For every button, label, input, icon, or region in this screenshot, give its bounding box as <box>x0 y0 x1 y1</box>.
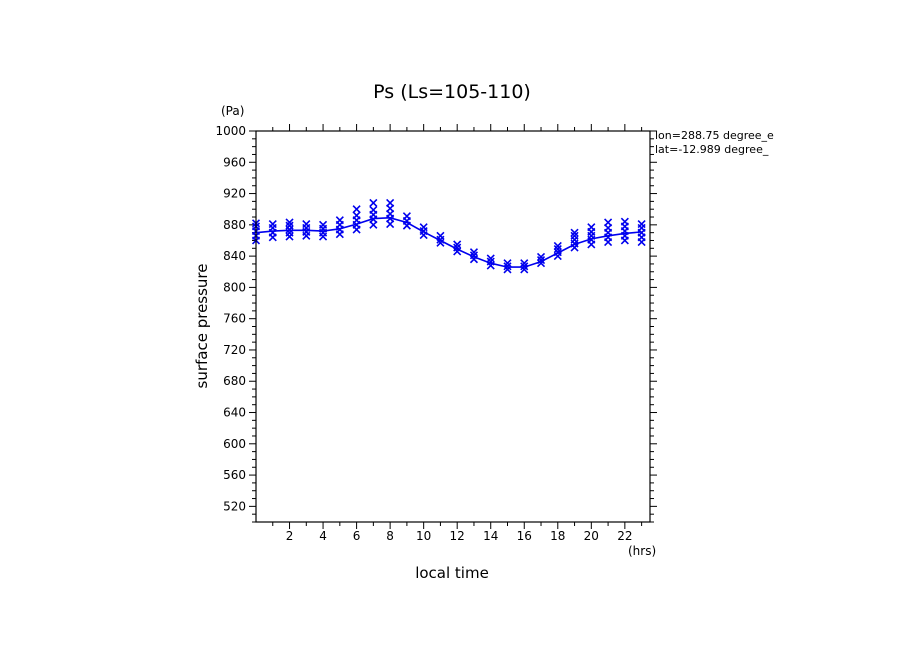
y-tick-label: 600 <box>223 437 246 451</box>
x-tick-label: 18 <box>550 529 565 543</box>
data-point-marker <box>520 259 529 268</box>
y-tick-label: 640 <box>223 406 246 420</box>
x-tick-label: 12 <box>450 529 465 543</box>
data-point-marker <box>302 219 311 229</box>
plot-area <box>251 198 646 274</box>
data-point-marker <box>637 219 646 229</box>
data-point-marker <box>620 217 629 226</box>
data-point-marker <box>436 238 445 247</box>
data-point-marker <box>335 216 344 225</box>
data-point-marker <box>503 262 512 271</box>
y-tick-label: 520 <box>223 499 246 513</box>
x-tick-label: 2 <box>286 529 294 543</box>
data-point-marker <box>520 265 529 274</box>
data-point-marker <box>486 257 495 266</box>
data-point-marker <box>352 211 361 220</box>
data-point-marker <box>285 218 294 227</box>
axis-ticks: 520 560 600 640 680 720 760 800 840 880 920 960 1000… <box>215 124 657 543</box>
x-tick-label: 16 <box>517 529 532 543</box>
data-point-marker <box>570 228 579 237</box>
x-tick-label: 8 <box>386 529 394 543</box>
x-tick-label: 6 <box>353 529 361 543</box>
data-point-marker <box>503 259 512 268</box>
data-point-marker <box>520 262 529 271</box>
data-point-marker <box>536 255 546 265</box>
x-tick-label: 14 <box>483 529 498 543</box>
data-point-marker <box>318 220 328 229</box>
y-tick-label: 840 <box>223 249 246 263</box>
y-tick-label: 960 <box>223 155 246 169</box>
data-point-marker <box>268 219 277 229</box>
data-point-marker <box>503 265 512 274</box>
data-point-marker <box>453 243 462 252</box>
y-tick-label: 720 <box>223 343 246 357</box>
data-point-marker <box>419 223 428 232</box>
y-tick-label: 880 <box>223 218 246 232</box>
data-point-marker <box>402 212 411 221</box>
data-point-marker <box>369 205 378 215</box>
x-tick-label: 4 <box>319 529 327 543</box>
plot-frame <box>255 130 651 523</box>
data-point-marker <box>604 218 613 227</box>
data-point-marker <box>352 205 361 214</box>
y-unit-label: (Pa) <box>221 104 244 118</box>
data-point-marker <box>285 221 294 230</box>
data-point-marker <box>553 245 562 254</box>
data-point-marker <box>587 223 596 232</box>
y-tick-label: 1000 <box>215 124 246 138</box>
y-axis-label: surface pressure <box>193 264 211 389</box>
x-axis-label: local time <box>415 564 489 582</box>
data-point-marker <box>369 198 378 208</box>
x-tick-label: 22 <box>617 529 632 543</box>
mean-pressure-line <box>255 216 642 268</box>
data-point-marker <box>386 198 395 208</box>
x-unit-label: (hrs) <box>628 544 656 558</box>
data-point-marker <box>536 259 546 268</box>
chart-title: Ps (Ls=105-110) <box>373 81 531 103</box>
y-tick-label: 680 <box>223 374 246 388</box>
annotation-lon: lon=288.75 degree_e <box>655 129 774 142</box>
data-point-marker <box>469 248 479 257</box>
annotation-lat: lat=-12.989 degree_ <box>655 143 769 156</box>
y-tick-label: 800 <box>223 280 246 294</box>
y-tick-label: 760 <box>223 312 246 326</box>
data-point-marker <box>553 248 562 257</box>
data-point-marker <box>469 251 479 260</box>
data-point-marker <box>453 240 462 249</box>
data-point-marker <box>486 254 495 263</box>
data-point-marker <box>570 231 579 240</box>
data-point-marker <box>553 241 562 251</box>
x-tick-label: 10 <box>416 529 431 543</box>
data-point-marker <box>285 228 294 237</box>
y-tick-label: 560 <box>223 468 246 482</box>
data-point-marker <box>436 231 445 240</box>
data-point-marker <box>536 252 546 261</box>
x-tick-label: 20 <box>584 529 599 543</box>
y-tick-label: 920 <box>223 187 246 201</box>
